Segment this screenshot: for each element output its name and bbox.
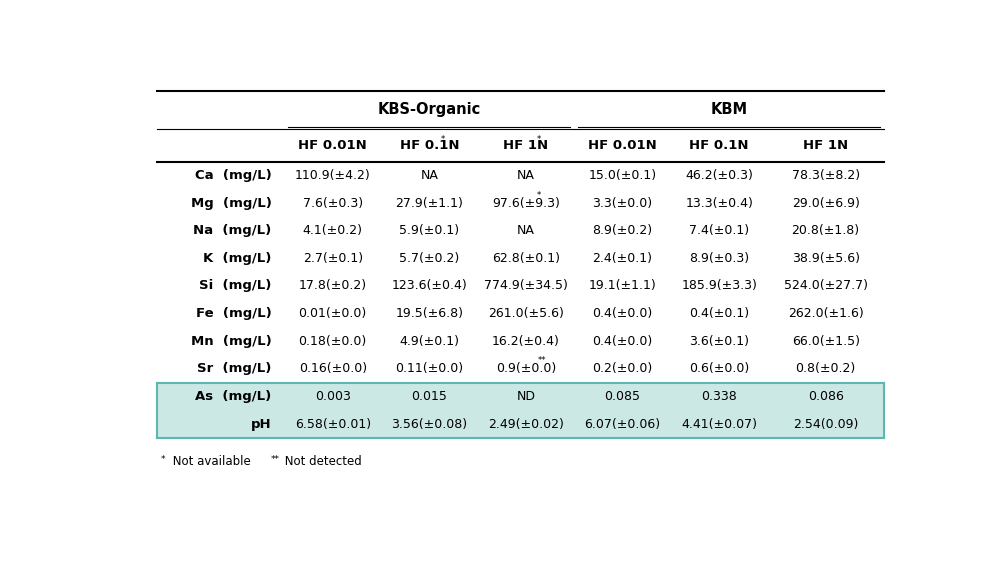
Text: 13.3(±0.4): 13.3(±0.4)	[685, 196, 753, 210]
Bar	[157, 410, 884, 438]
Text: 8.9(±0.2): 8.9(±0.2)	[593, 224, 652, 237]
Text: NA: NA	[517, 169, 535, 182]
Text: ND: ND	[516, 390, 535, 403]
Text: 262.0(±1.6): 262.0(±1.6)	[788, 307, 864, 320]
Text: 6.58(±0.01): 6.58(±0.01)	[294, 417, 371, 431]
Text: 4.9(±0.1): 4.9(±0.1)	[399, 335, 460, 348]
Text: 2.54(0.09): 2.54(0.09)	[793, 417, 859, 431]
Text: 78.3(±8.2): 78.3(±8.2)	[791, 169, 860, 182]
Text: HF 1N: HF 1N	[503, 139, 548, 152]
Text: Na  (mg/L): Na (mg/L)	[194, 224, 272, 237]
Text: 5.7(±0.2): 5.7(±0.2)	[399, 252, 460, 265]
Text: Not detected: Not detected	[280, 456, 362, 468]
Text: 38.9(±5.6): 38.9(±5.6)	[791, 252, 860, 265]
Text: 0.01(±0.0): 0.01(±0.0)	[298, 307, 367, 320]
Text: *: *	[161, 456, 165, 464]
Text: 3.3(±0.0): 3.3(±0.0)	[593, 196, 652, 210]
Text: HF 0.01N: HF 0.01N	[589, 139, 657, 152]
Text: NA: NA	[517, 224, 535, 237]
Text: Mg  (mg/L): Mg (mg/L)	[191, 196, 272, 210]
Text: 0.003: 0.003	[314, 390, 351, 403]
Text: 0.086: 0.086	[807, 390, 844, 403]
Text: Si  (mg/L): Si (mg/L)	[200, 279, 272, 292]
Text: 0.4(±0.0): 0.4(±0.0)	[593, 307, 653, 320]
Text: 0.18(±0.0): 0.18(±0.0)	[298, 335, 367, 348]
Text: 110.9(±4.2): 110.9(±4.2)	[294, 169, 371, 182]
Text: 2.4(±0.1): 2.4(±0.1)	[593, 252, 652, 265]
Text: 5.9(±0.1): 5.9(±0.1)	[399, 224, 460, 237]
Text: 97.6(±9.3): 97.6(±9.3)	[492, 196, 559, 210]
Text: Not available: Not available	[169, 456, 251, 468]
Text: 4.41(±0.07): 4.41(±0.07)	[681, 417, 757, 431]
Text: 123.6(±0.4): 123.6(±0.4)	[391, 279, 467, 292]
Text: 19.5(±6.8): 19.5(±6.8)	[395, 307, 464, 320]
Text: 0.4(±0.0): 0.4(±0.0)	[593, 335, 653, 348]
Text: 27.9(±1.1): 27.9(±1.1)	[395, 196, 464, 210]
Text: **: **	[538, 356, 546, 365]
Text: K  (mg/L): K (mg/L)	[204, 252, 272, 265]
Text: 7.4(±0.1): 7.4(±0.1)	[689, 224, 749, 237]
Text: Ca  (mg/L): Ca (mg/L)	[195, 169, 272, 182]
Text: 6.07(±0.06): 6.07(±0.06)	[585, 417, 660, 431]
Text: 0.085: 0.085	[605, 390, 640, 403]
Text: HF 1N: HF 1N	[803, 139, 848, 152]
Text: KBM: KBM	[711, 102, 748, 117]
Text: 0.9(±0.0): 0.9(±0.0)	[496, 362, 556, 375]
Text: 2.7(±0.1): 2.7(±0.1)	[302, 252, 363, 265]
Text: 185.9(±3.3): 185.9(±3.3)	[681, 279, 757, 292]
Text: 62.8(±0.1): 62.8(±0.1)	[492, 252, 560, 265]
Text: 0.11(±0.0): 0.11(±0.0)	[395, 362, 464, 375]
Text: 2.49(±0.02): 2.49(±0.02)	[488, 417, 563, 431]
Text: 0.338: 0.338	[702, 390, 737, 403]
Text: 17.8(±0.2): 17.8(±0.2)	[298, 279, 367, 292]
Text: 20.8(±1.8): 20.8(±1.8)	[791, 224, 860, 237]
Text: 4.1(±0.2): 4.1(±0.2)	[302, 224, 363, 237]
Text: HF 0.1N: HF 0.1N	[689, 139, 749, 152]
Text: **: **	[270, 456, 279, 464]
Text: 16.2(±0.4): 16.2(±0.4)	[492, 335, 559, 348]
Text: Mn  (mg/L): Mn (mg/L)	[191, 335, 272, 348]
Text: *: *	[440, 135, 445, 144]
Text: Fe  (mg/L): Fe (mg/L)	[196, 307, 272, 320]
Text: 29.0(±6.9): 29.0(±6.9)	[791, 196, 860, 210]
Text: pH: pH	[251, 417, 272, 431]
Text: 66.0(±1.5): 66.0(±1.5)	[791, 335, 860, 348]
Text: 524.0(±27.7): 524.0(±27.7)	[783, 279, 868, 292]
Text: KBS-Organic: KBS-Organic	[378, 102, 481, 117]
Text: HF 0.01N: HF 0.01N	[298, 139, 367, 152]
Text: 8.9(±0.3): 8.9(±0.3)	[689, 252, 749, 265]
Text: *: *	[537, 135, 541, 144]
Text: 7.6(±0.3): 7.6(±0.3)	[302, 196, 363, 210]
Text: HF 0.1N: HF 0.1N	[399, 139, 459, 152]
Text: 774.9(±34.5): 774.9(±34.5)	[484, 279, 568, 292]
Text: 0.8(±0.2): 0.8(±0.2)	[795, 362, 856, 375]
Bar	[157, 383, 884, 410]
Text: 0.16(±0.0): 0.16(±0.0)	[298, 362, 367, 375]
Text: 3.56(±0.08): 3.56(±0.08)	[391, 417, 468, 431]
Text: 0.015: 0.015	[411, 390, 448, 403]
Text: 19.1(±1.1): 19.1(±1.1)	[589, 279, 656, 292]
Text: *: *	[537, 191, 541, 199]
Text: 15.0(±0.1): 15.0(±0.1)	[589, 169, 656, 182]
Text: 3.6(±0.1): 3.6(±0.1)	[689, 335, 749, 348]
Text: 46.2(±0.3): 46.2(±0.3)	[685, 169, 753, 182]
Text: 0.4(±0.1): 0.4(±0.1)	[689, 307, 749, 320]
Text: NA: NA	[420, 169, 438, 182]
Text: 261.0(±5.6): 261.0(±5.6)	[488, 307, 563, 320]
Text: As  (mg/L): As (mg/L)	[196, 390, 272, 403]
Text: 0.6(±0.0): 0.6(±0.0)	[689, 362, 749, 375]
Text: Sr  (mg/L): Sr (mg/L)	[198, 362, 272, 375]
Text: 0.2(±0.0): 0.2(±0.0)	[593, 362, 653, 375]
